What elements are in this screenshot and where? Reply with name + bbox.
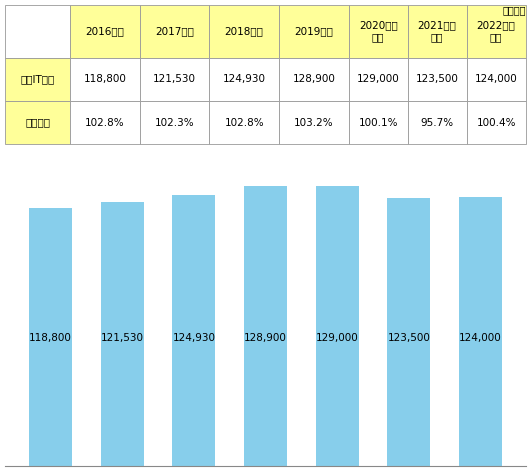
Text: 128,900: 128,900 bbox=[244, 333, 287, 343]
Bar bbox=[140, 58, 209, 101]
Text: 2016年度: 2016年度 bbox=[85, 26, 124, 36]
Bar bbox=[349, 58, 408, 101]
Bar bbox=[70, 101, 140, 144]
Bar bbox=[467, 5, 526, 58]
Bar bbox=[349, 5, 408, 58]
Bar bbox=[279, 58, 349, 101]
Text: 123,500: 123,500 bbox=[388, 333, 430, 343]
Text: 124,930: 124,930 bbox=[173, 333, 216, 343]
Bar bbox=[408, 5, 467, 58]
Bar bbox=[5, 101, 70, 144]
Text: 102.8%: 102.8% bbox=[224, 118, 264, 128]
Bar bbox=[70, 58, 140, 101]
Bar bbox=[315, 186, 358, 466]
Bar bbox=[140, 5, 209, 58]
Bar bbox=[408, 101, 467, 144]
Text: 124,000: 124,000 bbox=[459, 333, 502, 343]
Bar bbox=[279, 5, 349, 58]
Text: 123,500: 123,500 bbox=[416, 74, 459, 84]
Bar bbox=[459, 197, 502, 466]
Text: 103.2%: 103.2% bbox=[294, 118, 333, 128]
Text: 2019年度: 2019年度 bbox=[294, 26, 333, 36]
Text: 国内IT市場: 国内IT市場 bbox=[21, 74, 55, 84]
Text: 102.3%: 102.3% bbox=[155, 118, 194, 128]
Bar bbox=[5, 5, 70, 58]
Text: 121,530: 121,530 bbox=[101, 333, 144, 343]
Bar bbox=[209, 101, 279, 144]
Text: 118,800: 118,800 bbox=[83, 74, 126, 84]
Text: 2018年度: 2018年度 bbox=[225, 26, 263, 36]
Text: 100.4%: 100.4% bbox=[476, 118, 516, 128]
Text: 95.7%: 95.7% bbox=[421, 118, 454, 128]
Bar bbox=[387, 198, 430, 466]
Text: 128,900: 128,900 bbox=[293, 74, 335, 84]
Text: 129,000: 129,000 bbox=[357, 74, 399, 84]
Text: 129,000: 129,000 bbox=[316, 333, 358, 343]
Bar bbox=[209, 5, 279, 58]
Bar bbox=[140, 101, 209, 144]
Text: 100.1%: 100.1% bbox=[358, 118, 398, 128]
Bar bbox=[279, 101, 349, 144]
Bar bbox=[408, 58, 467, 101]
Text: 121,530: 121,530 bbox=[153, 74, 196, 84]
Text: 2020年度
予測: 2020年度 予測 bbox=[359, 20, 398, 42]
Text: （億円）: （億円） bbox=[502, 5, 526, 15]
Bar bbox=[5, 58, 70, 101]
Text: 2017年度: 2017年度 bbox=[155, 26, 194, 36]
Text: 124,000: 124,000 bbox=[475, 74, 518, 84]
Bar bbox=[173, 195, 216, 466]
Bar bbox=[467, 58, 526, 101]
Bar bbox=[349, 101, 408, 144]
Bar bbox=[101, 202, 144, 466]
Text: 124,930: 124,930 bbox=[222, 74, 266, 84]
Text: 102.8%: 102.8% bbox=[85, 118, 125, 128]
Text: 2022年度
予測: 2022年度 予測 bbox=[477, 20, 516, 42]
Text: 前年度比: 前年度比 bbox=[25, 118, 50, 128]
Bar bbox=[467, 101, 526, 144]
Text: 118,800: 118,800 bbox=[29, 333, 72, 343]
Text: 2021年度
予測: 2021年度 予測 bbox=[418, 20, 457, 42]
Bar bbox=[244, 186, 287, 466]
Bar bbox=[29, 208, 72, 466]
Bar bbox=[70, 5, 140, 58]
Bar bbox=[209, 58, 279, 101]
